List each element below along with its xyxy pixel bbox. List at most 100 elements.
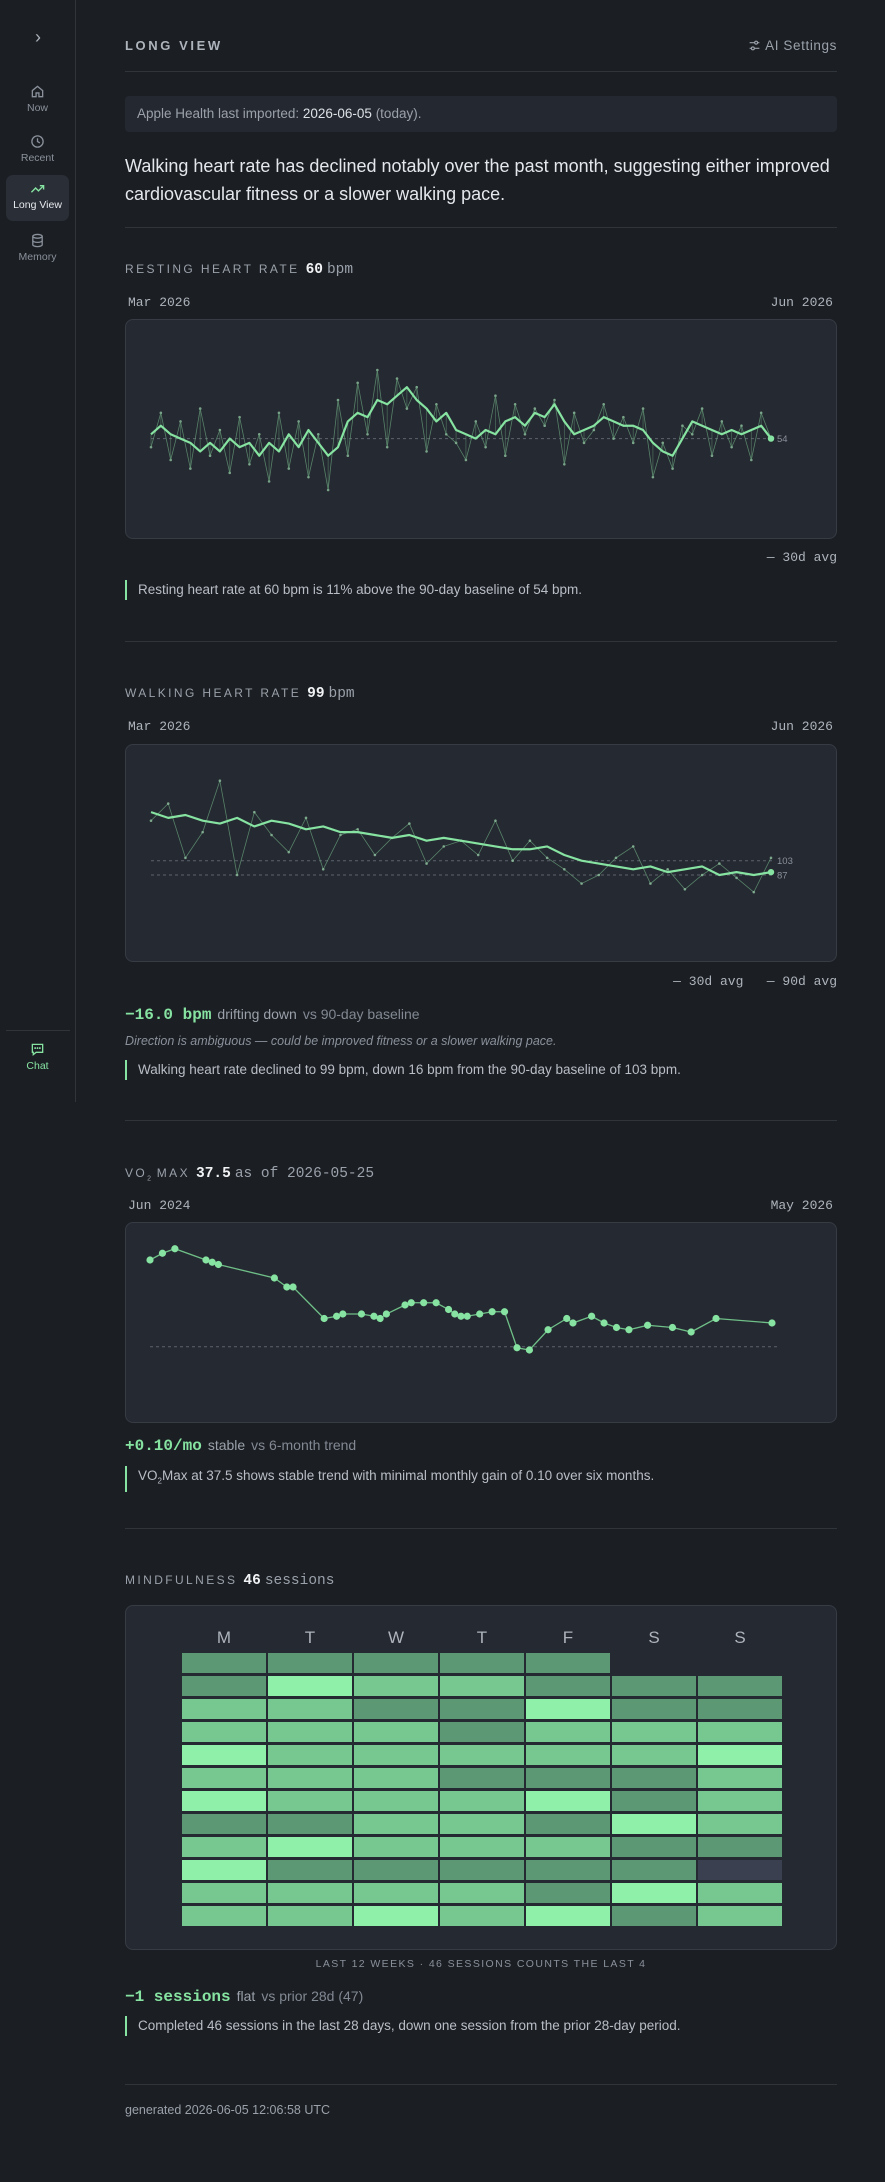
divider bbox=[125, 227, 837, 228]
vo2-point bbox=[451, 1310, 459, 1318]
daily-point bbox=[533, 407, 537, 410]
walking-delta: −16.0 bpm drifting down vs 90-day baseline bbox=[125, 1006, 420, 1024]
daily-point bbox=[710, 454, 714, 458]
vo2-point bbox=[208, 1258, 216, 1266]
sidebar-item-label: Chat bbox=[26, 1060, 49, 1072]
heatmap-cell bbox=[182, 1906, 266, 1926]
daily-point bbox=[149, 819, 153, 823]
heatmap-cell bbox=[612, 1883, 696, 1903]
daily-point bbox=[614, 856, 618, 860]
heatmap-cell bbox=[526, 1837, 610, 1857]
ai-settings-button[interactable]: AI Settings bbox=[748, 38, 837, 53]
heatmap-cell bbox=[612, 1814, 696, 1834]
mindfulness-value: 46 bbox=[243, 1573, 261, 1589]
vo2-point bbox=[146, 1256, 154, 1264]
daily-point bbox=[545, 856, 549, 860]
heatmap-cell bbox=[268, 1768, 352, 1788]
reference-label: 87 bbox=[777, 871, 788, 882]
heatmap-cell bbox=[440, 1653, 524, 1673]
walking-title-label: WALKING HEART RATE bbox=[125, 686, 302, 700]
vo2-point bbox=[768, 1319, 776, 1327]
heatmap-cell bbox=[354, 1653, 438, 1673]
chat-icon bbox=[31, 1043, 44, 1057]
daily-point bbox=[503, 454, 507, 458]
daily-point bbox=[184, 856, 187, 860]
daily-point bbox=[572, 411, 576, 415]
daily-point bbox=[356, 827, 359, 831]
heatmap-cell bbox=[526, 1768, 610, 1788]
heatmap-cell bbox=[440, 1814, 524, 1834]
heatmap-cell bbox=[698, 1676, 782, 1696]
latest-point bbox=[767, 868, 775, 876]
day-label: S bbox=[648, 1628, 659, 1647]
heatmap-cell bbox=[526, 1676, 610, 1696]
daily-point bbox=[740, 424, 743, 428]
heatmap-cell bbox=[612, 1791, 696, 1811]
sidebar-item-recent[interactable]: Recent bbox=[6, 128, 69, 174]
sliders-icon bbox=[749, 40, 760, 51]
walking-trend: drifting down bbox=[217, 1006, 297, 1022]
heatmap-cell bbox=[268, 1722, 352, 1742]
vo2-point bbox=[401, 1301, 409, 1309]
page-title: LONG VIEW bbox=[125, 38, 223, 53]
daily-point bbox=[602, 402, 605, 406]
heatmap-cell bbox=[182, 1814, 266, 1834]
vo2-point bbox=[320, 1314, 328, 1323]
heatmap-cell bbox=[182, 1653, 266, 1673]
vo2-title-a: VO bbox=[125, 1166, 148, 1180]
sidebar-divider bbox=[6, 1030, 70, 1031]
heatmap-cell bbox=[698, 1699, 782, 1719]
vo2-point bbox=[668, 1323, 677, 1332]
vo2-point bbox=[476, 1310, 484, 1318]
daily-point bbox=[759, 411, 763, 415]
vo2-point bbox=[500, 1308, 509, 1316]
heatmap-cell bbox=[440, 1860, 524, 1880]
sidebar-item-long-view[interactable]: Long View bbox=[6, 175, 69, 221]
daily-point bbox=[735, 876, 738, 880]
heatmap-cell bbox=[440, 1699, 524, 1719]
vo2-point bbox=[457, 1312, 465, 1320]
heatmap-cell bbox=[440, 1906, 524, 1926]
day-label: T bbox=[477, 1628, 487, 1647]
heatmap-cell bbox=[612, 1722, 696, 1742]
daily-point bbox=[277, 411, 281, 415]
daily-point bbox=[442, 845, 446, 848]
heatmap-cell bbox=[354, 1860, 438, 1880]
chevron-right-icon[interactable]: › bbox=[35, 27, 41, 47]
daily-point bbox=[408, 822, 411, 825]
divider bbox=[125, 641, 837, 642]
daily-point bbox=[513, 402, 517, 406]
heatmap-cell bbox=[612, 1768, 696, 1788]
vo2-point bbox=[171, 1245, 179, 1253]
heatmap-cell bbox=[182, 1791, 266, 1811]
heatmap-cell bbox=[182, 1699, 266, 1719]
heatmap-cell bbox=[698, 1883, 782, 1903]
daily-point bbox=[208, 454, 212, 458]
daily-point bbox=[149, 445, 153, 449]
sidebar-item-now[interactable]: Now bbox=[6, 78, 69, 124]
mindfulness-trend: flat bbox=[236, 1988, 256, 2004]
daily-point bbox=[304, 816, 308, 820]
walking-range-end: Jun 2026 bbox=[770, 719, 833, 734]
vo2-point bbox=[488, 1308, 496, 1316]
heatmap-cell bbox=[440, 1883, 524, 1903]
heatmap-cell bbox=[182, 1722, 266, 1742]
ai-settings-label: AI Settings bbox=[765, 38, 837, 53]
sidebar-item-chat[interactable]: Chat bbox=[6, 1036, 69, 1082]
heatmap-cell bbox=[268, 1883, 352, 1903]
heatmap-cell bbox=[526, 1653, 610, 1673]
heatmap-cell bbox=[268, 1699, 352, 1719]
reference-label: 54 bbox=[777, 434, 788, 445]
walking-unit: bpm bbox=[328, 686, 355, 702]
trending-up-icon bbox=[30, 184, 45, 193]
banner-prefix: Apple Health last imported: bbox=[137, 106, 300, 121]
daily-point bbox=[476, 853, 480, 857]
vo2-point bbox=[544, 1326, 552, 1334]
daily-point bbox=[683, 887, 687, 891]
sidebar-item-memory[interactable]: Memory bbox=[6, 227, 69, 273]
vo2-point bbox=[644, 1321, 652, 1329]
divider bbox=[125, 2084, 837, 2085]
heatmap-cell bbox=[354, 1837, 438, 1857]
vo2-title-b: MAX bbox=[151, 1166, 190, 1180]
